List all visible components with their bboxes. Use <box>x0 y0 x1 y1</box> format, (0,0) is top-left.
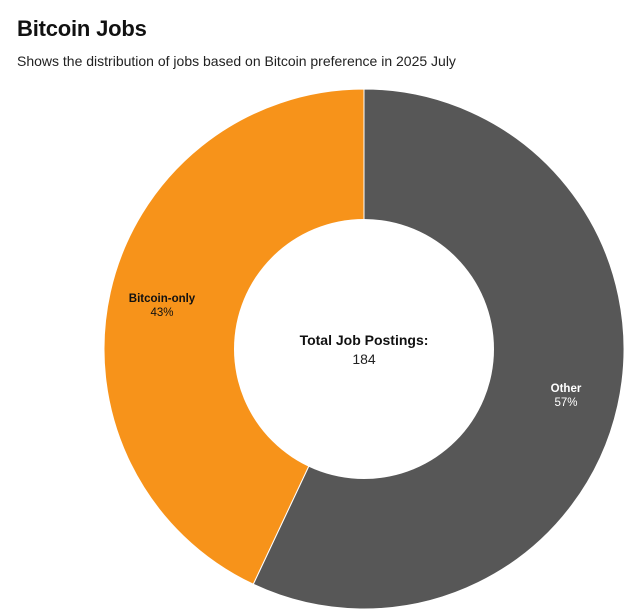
center-total-value: 184 <box>352 351 376 367</box>
chart-subtitle: Shows the distribution of jobs based on … <box>17 53 456 69</box>
slice-label-value: 43% <box>150 307 173 319</box>
slice-labels: Bitcoin-only 43% Other 57% <box>129 293 582 409</box>
donut-hole <box>234 219 494 479</box>
slice-label-value: 57% <box>554 397 577 409</box>
center-total-label: Total Job Postings: <box>300 332 429 348</box>
slice-label-name: Bitcoin-only <box>129 293 196 305</box>
chart-title: Bitcoin Jobs <box>17 16 147 41</box>
slice-label-name: Other <box>551 383 582 395</box>
